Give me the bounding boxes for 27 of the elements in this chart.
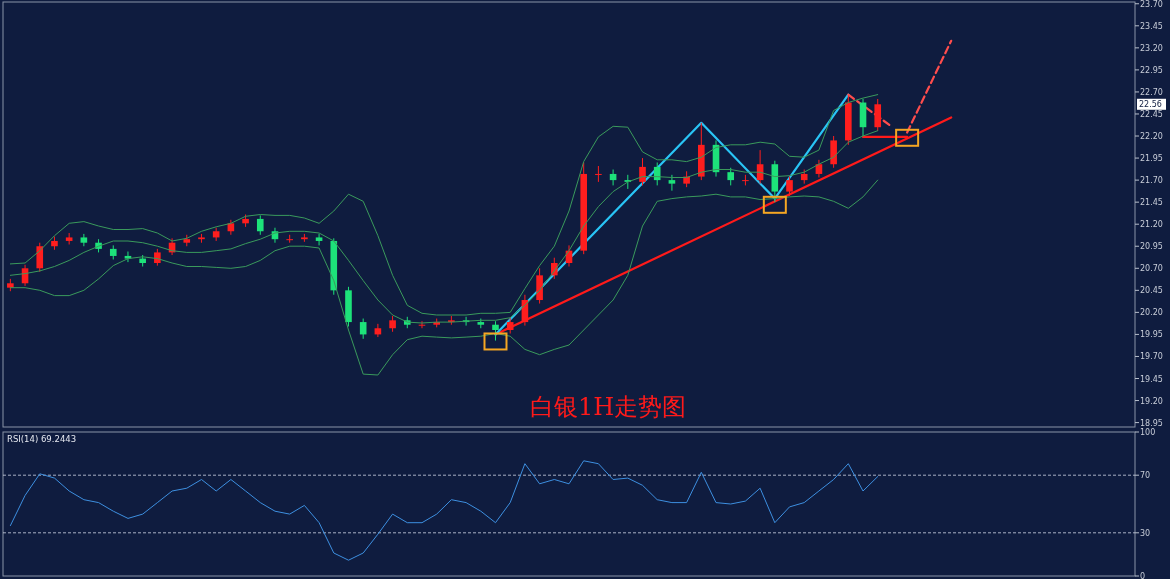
y-tick-label: 22.95	[1140, 65, 1163, 75]
y-tick-label: 0	[1140, 572, 1146, 579]
y-tick-label: 22.70	[1140, 87, 1163, 97]
y-tick-label: 23.20	[1140, 43, 1163, 53]
y-tick-label: 19.45	[1140, 374, 1163, 384]
y-tick-label: 20.45	[1140, 286, 1163, 296]
text: 22.56	[1139, 100, 1162, 110]
y-tick-label: 19.20	[1140, 396, 1163, 406]
y-tick-label: 23.45	[1140, 21, 1163, 31]
y-tick-label: 22.20	[1140, 132, 1163, 142]
chart-title: RSI(14) 69.2443	[7, 434, 77, 444]
y-tick-label: 21.45	[1140, 198, 1163, 208]
y-tick-label: 19.95	[1140, 330, 1163, 340]
y-tick-label: 21.95	[1140, 154, 1163, 164]
y-tick-label: 70	[1140, 471, 1151, 481]
y-tick-label: 18.95	[1140, 418, 1163, 428]
y-tick-label: 19.70	[1140, 352, 1163, 362]
y-tick-label: 23.70	[1140, 0, 1163, 9]
y-tick-label: 21.20	[1140, 220, 1163, 230]
text: 白银1H走势图	[529, 393, 687, 421]
y-tick-label: 20.20	[1140, 308, 1163, 318]
y-tick-label: 20.70	[1140, 264, 1163, 274]
y-tick-label: 21.70	[1140, 176, 1163, 186]
y-tick-label: 20.95	[1140, 242, 1163, 252]
y-tick-label: 30	[1140, 528, 1151, 538]
y-tick-label: 22.45	[1140, 109, 1163, 119]
y-tick-label: 100	[1140, 428, 1156, 437]
